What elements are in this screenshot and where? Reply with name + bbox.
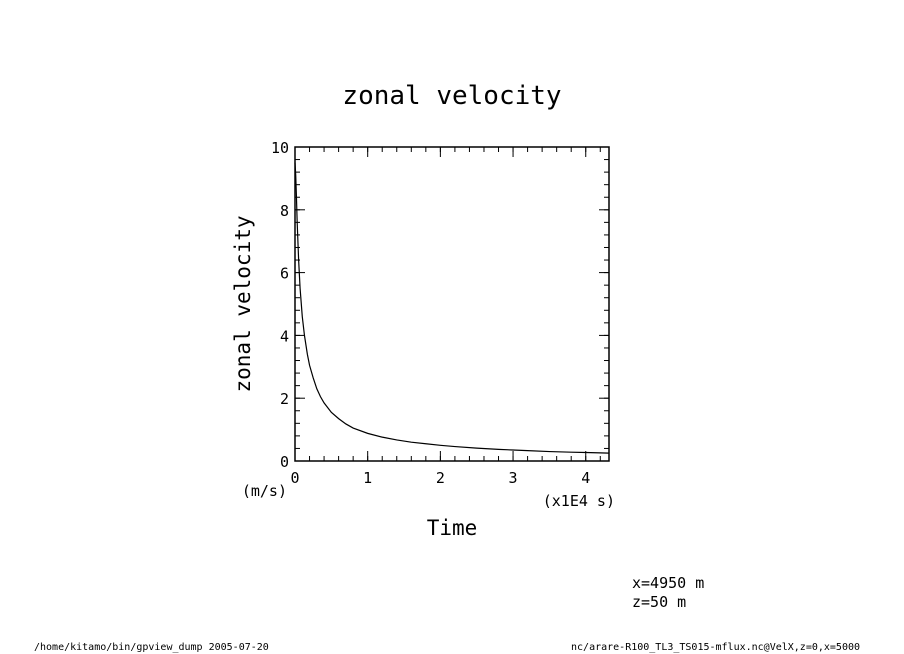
x-tick-label: 0 (290, 469, 299, 487)
x-unit-label: (x1E4 s) (543, 492, 615, 510)
y-unit-label: (m/s) (242, 482, 287, 500)
info-z-position: z=50 m (632, 593, 686, 611)
series-line (294, 162, 610, 454)
y-axis-label: zonal velocity (231, 215, 255, 392)
y-tick-label: 8 (280, 202, 289, 220)
x-axis-label: Time (427, 516, 478, 540)
plot-frame (294, 146, 610, 462)
y-tick-label: 0 (280, 453, 289, 471)
axis-ticks (294, 146, 609, 462)
chart-title: zonal velocity (342, 81, 561, 111)
footer-left: /home/kitamo/bin/gpview_dump 2005-07-20 (34, 642, 269, 653)
y-tick-label: 2 (280, 390, 289, 408)
y-tick-label: 10 (271, 139, 289, 157)
footer-right: nc/arare-R100_TL3_TS015-mflux.nc@VelX,z=… (571, 642, 860, 653)
y-tick-label: 4 (280, 327, 289, 345)
y-tick-label: 6 (280, 265, 289, 283)
x-tick-label: 4 (581, 469, 590, 487)
x-tick-label: 2 (436, 469, 445, 487)
x-tick-label: 1 (363, 469, 372, 487)
info-x-position: x=4950 m (632, 574, 704, 592)
x-tick-label: 3 (509, 469, 518, 487)
tick-labels: 0 1 2 3 4 0 2 4 6 8 10 (271, 139, 590, 487)
